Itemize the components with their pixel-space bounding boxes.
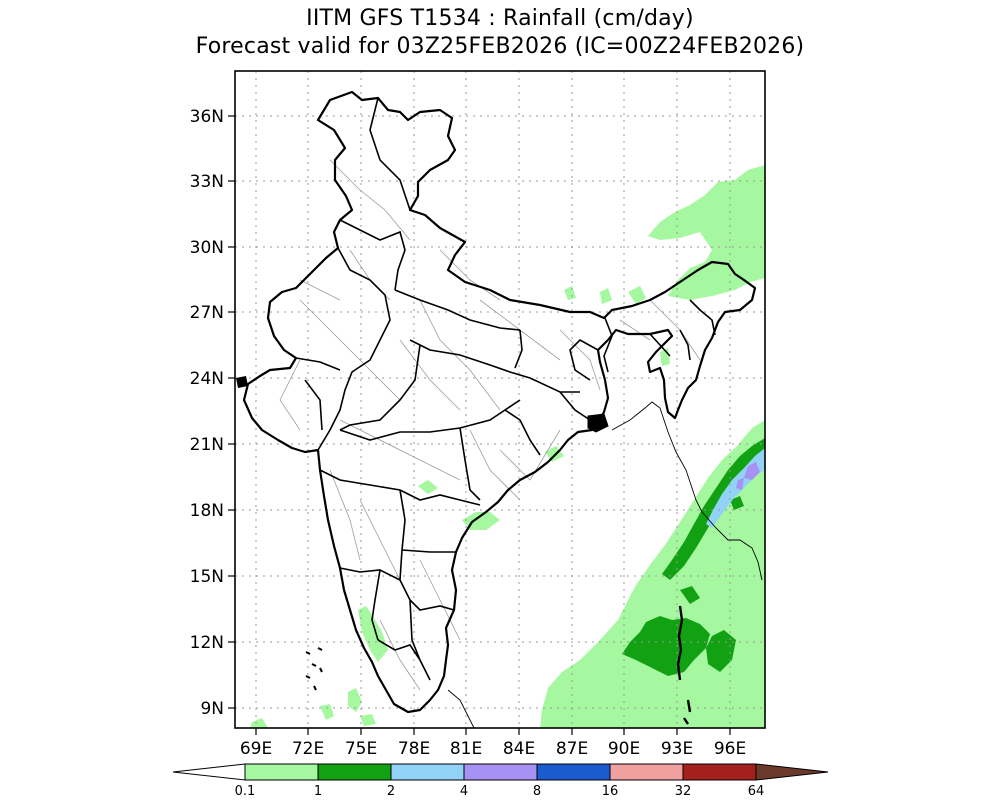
lat-tick-label: 24N [190, 369, 224, 389]
lon-tick-label: 93E [661, 739, 693, 759]
gujarat-coast-mark [236, 376, 248, 388]
rainfall-shading [250, 165, 765, 728]
country-boundaries [236, 90, 763, 728]
lat-tick-label: 33N [190, 172, 224, 192]
rainfall-colorbar: 0.1 1 2 4 8 16 32 64 [172, 763, 829, 799]
rain-area-sw-corner [250, 718, 268, 728]
lon-tick-label: 90E [608, 739, 640, 759]
colorbar-swatch [244, 763, 319, 781]
map-title-line-1: IITM GFS T1534 : Rainfall (cm/day) [306, 6, 694, 31]
lon-tick-label: 96E [714, 739, 746, 759]
rain-area-blob-dark [680, 496, 744, 604]
rain-area-northeast [648, 165, 765, 300]
colorbar-upper-arrow [755, 763, 829, 781]
colorbar-lower-arrow [172, 763, 246, 781]
axis-ticks [228, 115, 731, 735]
rain-area-east-bay [540, 420, 765, 728]
lon-tick-label: 78E [398, 739, 430, 759]
colorbar-swatch [463, 763, 538, 781]
lon-tick-label: 69E [240, 739, 272, 759]
lat-tick-label: 30N [190, 238, 224, 258]
lon-tick-label: 81E [450, 739, 482, 759]
rain-area-east-dark [706, 630, 736, 672]
map-frame [234, 70, 766, 729]
lon-tick-label: 72E [292, 739, 324, 759]
lat-tick-label: 18N [190, 501, 224, 521]
colorbar-swatch [317, 763, 392, 781]
rain-area-ne-small [564, 286, 670, 366]
state-boundaries [295, 97, 716, 681]
colorbar-swatch [682, 763, 757, 781]
lon-tick-label: 87E [556, 739, 588, 759]
colorbar-level-label: 4 [460, 784, 468, 799]
lakshadweep-islands [305, 647, 323, 691]
latitude-labels: 36N 33N 30N 27N 24N 21N 18N 15N 12N 9N [190, 107, 224, 719]
rain-area-south-peninsula [358, 606, 388, 662]
colorbar-swatch [390, 763, 465, 781]
lat-tick-label: 27N [190, 303, 224, 323]
longitude-labels: 69E 72E 75E 78E 81E 84E 87E 90E 93E 96E [240, 739, 746, 759]
rain-area-andaman-dark [622, 616, 710, 676]
sundarbans-delta [587, 413, 609, 433]
colorbar-level-label: 2 [387, 784, 395, 799]
colorbar-level-label: 16 [602, 784, 619, 799]
colorbar-level-label: 0.1 [235, 784, 256, 799]
lon-tick-label: 84E [503, 739, 535, 759]
colorbar-swatch [536, 763, 611, 781]
colorbar-level-label: 1 [314, 784, 322, 799]
andaman-islands [676, 605, 692, 725]
colorbar-level-label: 8 [533, 784, 541, 799]
rain-core-purple [736, 462, 760, 490]
rain-area-andhra [462, 512, 500, 530]
map-title-line-2: Forecast valid for 03Z25FEB2026 (IC=00Z2… [195, 34, 805, 59]
rain-area-arunachal [600, 286, 646, 304]
bangladesh-myanmar-border [447, 401, 763, 728]
lat-tick-label: 12N [190, 633, 224, 653]
lat-tick-label: 9N [200, 699, 224, 719]
colorbar-level-label: 32 [675, 784, 692, 799]
india-outline [242, 90, 757, 714]
colorbar-level-label: 64 [748, 784, 765, 799]
lat-tick-label: 15N [190, 567, 224, 587]
lon-tick-label: 75E [345, 739, 377, 759]
lat-lon-grid [235, 71, 765, 728]
rain-area-central [418, 480, 438, 494]
lat-tick-label: 21N [190, 435, 224, 455]
lat-tick-label: 36N [190, 107, 224, 127]
colorbar-swatch [609, 763, 684, 781]
rain-area-kerala-coast [320, 688, 376, 726]
